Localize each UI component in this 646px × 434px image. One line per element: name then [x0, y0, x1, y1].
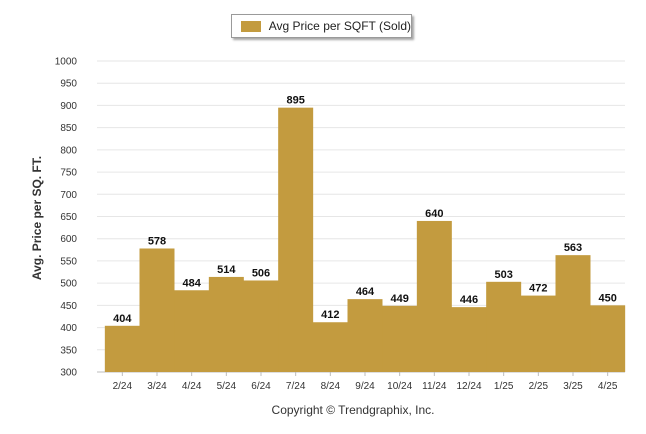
data-label: 484 — [182, 277, 201, 289]
y-tick-label: 450 — [60, 301, 77, 312]
data-label: 895 — [286, 95, 304, 107]
legend: Avg Price per SQFT (Sold) — [231, 14, 412, 38]
legend-swatch — [241, 20, 261, 32]
x-tick-label: 5/24 — [217, 381, 237, 392]
data-label: 578 — [148, 235, 166, 247]
bar — [416, 220, 452, 372]
data-label: 450 — [598, 292, 616, 304]
bar — [451, 307, 487, 372]
y-tick-label: 850 — [60, 123, 77, 134]
bar — [520, 295, 556, 372]
legend-label: Avg Price per SQFT (Sold) — [268, 19, 411, 33]
data-label: 404 — [113, 313, 132, 325]
x-tick-label: 8/24 — [321, 381, 341, 392]
y-tick-label: 500 — [60, 279, 77, 290]
bar — [590, 305, 626, 372]
y-tick-label: 950 — [60, 79, 77, 90]
x-tick-label: 11/24 — [422, 381, 447, 392]
x-tick-label: 4/24 — [182, 381, 202, 392]
x-tick-label: 12/24 — [456, 381, 481, 392]
y-tick-label: 1000 — [55, 57, 78, 68]
bar — [243, 280, 279, 372]
bar — [278, 107, 314, 373]
x-tick-label: 3/25 — [563, 381, 583, 392]
y-tick-label: 750 — [60, 168, 77, 179]
data-label: 464 — [356, 286, 375, 298]
data-label: 472 — [529, 283, 547, 295]
y-tick-label: 800 — [60, 145, 77, 156]
data-label: 514 — [217, 264, 236, 276]
y-tick-label: 300 — [60, 368, 77, 379]
y-tick-label: 650 — [60, 212, 77, 223]
y-tick-label: 350 — [60, 345, 77, 356]
bar — [347, 299, 383, 372]
bar — [208, 276, 244, 372]
bar — [555, 255, 591, 372]
bar — [486, 281, 522, 372]
y-tick-label: 700 — [60, 190, 77, 201]
data-label: 563 — [564, 242, 582, 254]
x-tick-label: 3/24 — [147, 381, 167, 392]
x-tick-label: 6/24 — [251, 381, 271, 392]
bar — [139, 248, 175, 372]
data-label: 503 — [494, 269, 512, 281]
y-tick-label: 550 — [60, 256, 77, 267]
y-tick-label: 600 — [60, 234, 77, 245]
x-tick-label: 4/25 — [598, 381, 618, 392]
bar — [312, 322, 348, 372]
data-label: 640 — [425, 208, 443, 220]
x-tick-label: 9/24 — [355, 381, 375, 392]
data-label: 446 — [460, 294, 478, 306]
data-label: 412 — [321, 309, 339, 321]
data-label: 506 — [252, 267, 270, 279]
x-tick-label: 10/24 — [387, 381, 412, 392]
copyright-text: Copyright © Trendgraphix, Inc. — [271, 403, 435, 417]
bar — [174, 290, 210, 372]
x-tick-label: 1/25 — [494, 381, 514, 392]
y-tick-label: 900 — [60, 101, 77, 112]
bar — [104, 325, 140, 372]
bar — [382, 305, 418, 372]
x-tick-label: 2/25 — [529, 381, 549, 392]
y-tick-label: 400 — [60, 323, 77, 334]
data-label: 449 — [390, 293, 408, 305]
x-tick-label: 2/24 — [113, 381, 133, 392]
x-tick-label: 7/24 — [286, 381, 306, 392]
